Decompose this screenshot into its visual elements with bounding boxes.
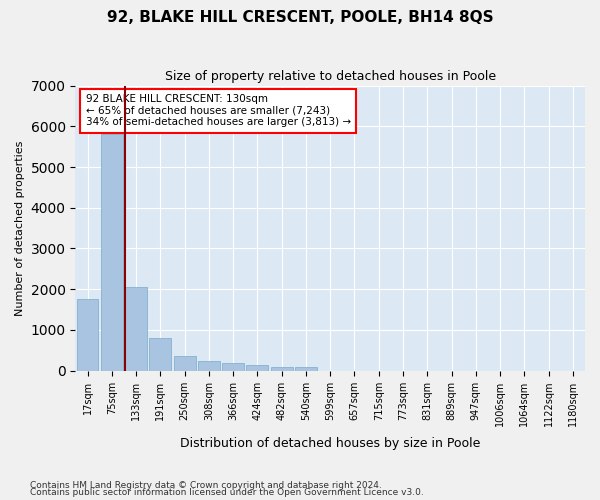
Text: Contains HM Land Registry data © Crown copyright and database right 2024.: Contains HM Land Registry data © Crown c… [30,480,382,490]
Bar [271,367,293,370]
X-axis label: Distribution of detached houses by size in Poole: Distribution of detached houses by size … [180,437,481,450]
Bar [125,287,147,370]
Bar [222,362,244,370]
Bar [295,367,317,370]
Y-axis label: Number of detached properties: Number of detached properties [15,140,25,316]
Bar [198,361,220,370]
Bar [101,134,123,370]
Bar [149,338,171,370]
Text: 92, BLAKE HILL CRESCENT, POOLE, BH14 8QS: 92, BLAKE HILL CRESCENT, POOLE, BH14 8QS [107,10,493,25]
Text: 92 BLAKE HILL CRESCENT: 130sqm
← 65% of detached houses are smaller (7,243)
34% : 92 BLAKE HILL CRESCENT: 130sqm ← 65% of … [86,94,351,128]
Title: Size of property relative to detached houses in Poole: Size of property relative to detached ho… [164,70,496,83]
Bar [173,356,196,370]
Bar [247,366,268,370]
Bar [77,300,98,370]
Text: Contains public sector information licensed under the Open Government Licence v3: Contains public sector information licen… [30,488,424,497]
